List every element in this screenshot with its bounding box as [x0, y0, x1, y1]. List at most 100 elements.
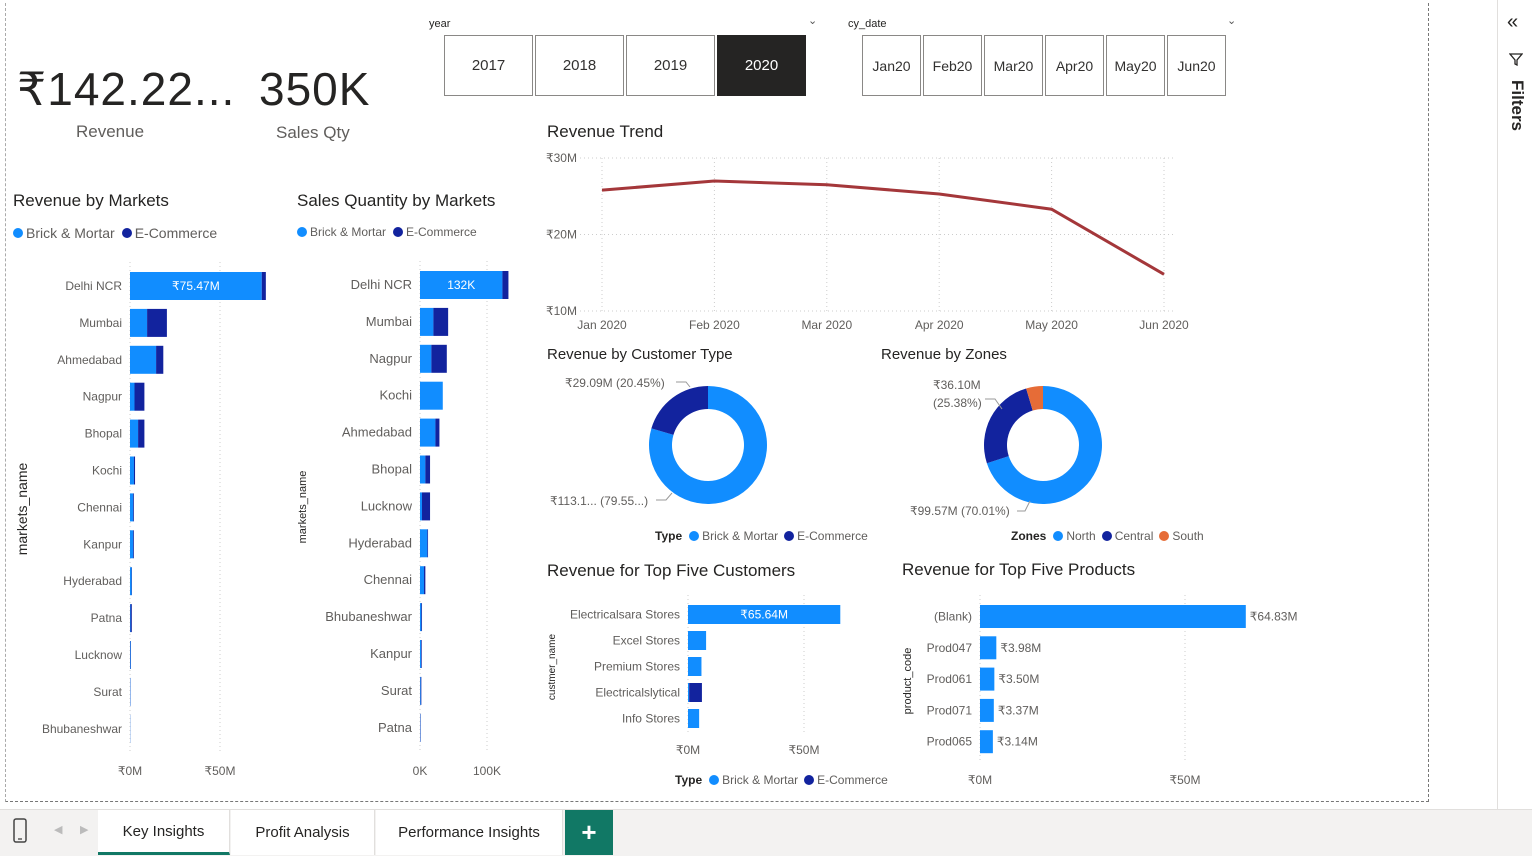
legend-title: Type — [675, 773, 703, 787]
leader-line — [656, 492, 673, 501]
revenue-by-customer-type-title: Revenue by Customer Type — [547, 346, 733, 363]
donut-slice — [986, 386, 1102, 504]
y-axis-title: custmer_name — [547, 633, 558, 700]
bar — [425, 455, 431, 484]
mobile-layout-icon[interactable] — [12, 818, 28, 844]
bar — [420, 344, 432, 373]
month-option-apr[interactable]: Apr 20 — [1045, 35, 1104, 96]
y-axis-title: markets_name — [297, 471, 309, 544]
donut-slice — [651, 386, 708, 435]
tab-profit-analysis[interactable]: Profit Analysis — [231, 810, 375, 855]
x-tick-label: Apr 2020 — [915, 318, 964, 332]
x-tick-label: ₹50M — [789, 743, 820, 757]
revenue-by-zones-donut[interactable]: ₹36.10M (25.38%) ₹99.57M (70.01%) — [875, 365, 1205, 525]
bar — [130, 456, 134, 485]
bar — [134, 382, 145, 411]
bar — [420, 455, 426, 484]
bar — [420, 271, 503, 299]
x-tick-label: Jan 2020 — [577, 318, 627, 332]
tab-performance-insights[interactable]: Performance Insights — [376, 810, 563, 855]
category-label: Kanpur — [370, 646, 413, 661]
year-option-2019[interactable]: 2019 — [626, 35, 715, 96]
revenue-kpi-value: ₹142.22... — [17, 63, 236, 115]
filters-pane[interactable]: « Filters — [1497, 0, 1532, 810]
bar — [980, 667, 995, 691]
category-label: Chennai — [77, 500, 122, 514]
y-axis-title: product_code — [902, 648, 914, 715]
chevron-down-icon[interactable]: ⌄ — [808, 15, 818, 27]
legend-brick-label: Brick & Mortar — [26, 225, 115, 241]
x-tick-label: ₹50M — [1170, 773, 1201, 787]
x-tick-label: Feb 2020 — [689, 318, 740, 332]
legend-dot-icon — [1053, 531, 1064, 541]
year-option-2018[interactable]: 2018 — [535, 35, 624, 96]
add-page-button[interactable]: + — [565, 810, 613, 855]
bar — [138, 419, 145, 448]
month-option-jun[interactable]: Jun 20 — [1167, 35, 1226, 96]
bar — [431, 344, 447, 373]
chevron-left-icon[interactable]: ◀ — [54, 824, 63, 836]
revenue-by-markets-chart[interactable]: ₹0M ₹50M Delhi NCR ₹75.47M Mumbai Ahmedabad Na… — [10, 255, 290, 785]
slice-label: (25.38%) — [933, 396, 982, 410]
bar — [420, 676, 422, 705]
month-option-jan[interactable]: Jan 20 — [862, 35, 921, 96]
category-label: Nagpur — [369, 351, 412, 366]
revenue-kpi-label: Revenue — [76, 122, 145, 141]
slice-label: ₹113.1... (79.55...) — [550, 494, 648, 508]
category-label: Ahmedabad — [57, 353, 122, 367]
month-option-feb[interactable]: Feb 20 — [923, 35, 982, 96]
legend-dot-icon — [689, 531, 700, 541]
legend-south-label: South — [1172, 529, 1204, 543]
top-customers-chart[interactable]: ₹0M ₹50M Electricalsara Stores ₹65.64M Excel… — [540, 595, 880, 765]
x-tick-label: ₹50M — [205, 764, 236, 778]
top-products-title: Revenue for Top Five Products — [902, 560, 1136, 579]
slice-label: ₹29.09M (20.45%) — [565, 376, 665, 390]
data-label: ₹64.83M — [1250, 610, 1298, 624]
legend-north-label: North — [1066, 529, 1096, 543]
legend-ecom-label: E-Commerce — [134, 225, 218, 241]
x-tick-label: ₹0M — [118, 764, 142, 778]
bar — [420, 418, 436, 447]
chevron-right-icon[interactable]: ▶ — [80, 824, 89, 836]
legend-title: Type — [655, 529, 683, 543]
top-products-chart[interactable]: ₹0M ₹50M (Blank) ₹64.83M Prod047 ₹3.98M Prod06… — [895, 595, 1325, 795]
legend-dot-icon — [1159, 531, 1170, 541]
category-label: Lucknow — [361, 498, 413, 513]
bar — [980, 605, 1246, 628]
tab-key-insights[interactable]: Key Insights — [98, 810, 230, 855]
category-label: Kochi — [379, 388, 412, 403]
bar — [420, 529, 428, 558]
leader-line — [1017, 500, 1031, 512]
bar — [688, 631, 707, 650]
legend-brick-label: Brick & Mortar — [722, 773, 799, 787]
category-label: (Blank) — [934, 610, 972, 624]
year-option-2020[interactable]: 2020 — [717, 35, 806, 96]
data-label: ₹3.37M — [998, 703, 1039, 717]
category-label: Nagpur — [83, 390, 122, 404]
sales-qty-by-markets-chart[interactable]: 0K 100K Delhi NCR 132K Mumbai Nagpur Kochi Ahme… — [295, 255, 525, 785]
data-label: ₹3.14M — [997, 735, 1038, 749]
category-label: Kanpur — [83, 537, 122, 551]
bar — [502, 271, 509, 299]
revenue-by-markets-legend: Brick & Mortar E-Commerce — [13, 225, 217, 241]
legend-ecom-label: E-Commerce — [406, 225, 477, 239]
category-label: Prod065 — [927, 735, 973, 749]
category-label: Prod047 — [927, 641, 973, 655]
category-label: Premium Stores — [594, 660, 680, 674]
month-option-may[interactable]: May 20 — [1106, 35, 1165, 96]
year-option-2017[interactable]: 2017 — [444, 35, 533, 96]
legend-dot-icon — [121, 228, 132, 238]
category-label: Mumbai — [366, 314, 412, 329]
legend-dot-icon — [784, 531, 795, 541]
y-tick-label: ₹30M — [546, 151, 577, 165]
revenue-by-customer-type-donut[interactable]: ₹29.09M (20.45%) ₹113.1... (79.55...) — [540, 365, 870, 525]
bar — [130, 382, 135, 411]
collapse-pane-icon[interactable]: « — [1507, 11, 1519, 33]
bar — [688, 709, 700, 728]
donut-slice — [984, 388, 1033, 464]
bar — [420, 307, 434, 336]
month-option-mar[interactable]: Mar 20 — [984, 35, 1043, 96]
filters-label[interactable]: Filters — [1508, 80, 1527, 132]
chevron-down-icon[interactable]: ⌄ — [1227, 15, 1237, 27]
